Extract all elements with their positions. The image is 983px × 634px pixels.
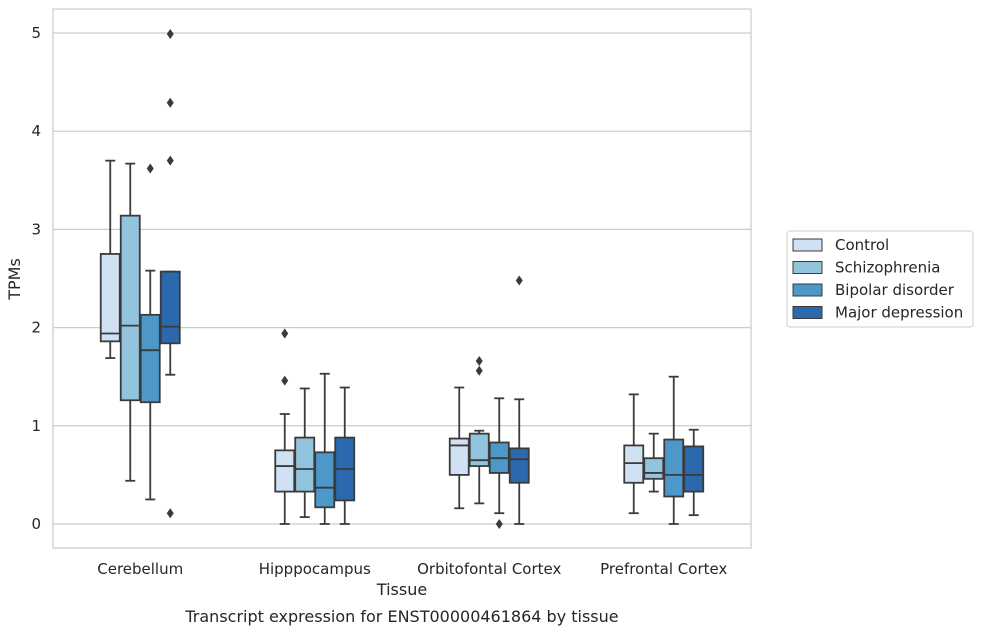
- y-tick-label: 4: [31, 122, 41, 140]
- x-axis-label: Tissue: [376, 580, 427, 599]
- outlier-point: [515, 275, 523, 286]
- legend-label: Bipolar disorder: [835, 281, 955, 299]
- outlier-point: [281, 375, 289, 386]
- box-1-1: [294, 387, 316, 519]
- y-tick-label: 2: [31, 319, 41, 337]
- x-tick-label: Orbitofontal Cortex: [417, 560, 561, 578]
- box-3-2: [508, 275, 530, 525]
- box-body: [468, 432, 490, 467]
- x-tick-labels: Cerebellum Hipppocampus Orbitofontal Corte…: [97, 560, 727, 578]
- y-tick-label: 0: [31, 515, 41, 533]
- chart-caption: Transcript expression for ENST0000046186…: [184, 607, 618, 626]
- x-tick-label: Cerebellum: [97, 560, 183, 578]
- y-tick-label: 3: [31, 220, 41, 238]
- box-body: [623, 444, 645, 484]
- box-body: [683, 445, 705, 493]
- outlier-point: [166, 97, 174, 108]
- box-2-0: [139, 163, 161, 501]
- x-tick-label: Hipppocampus: [259, 560, 371, 578]
- outlier-point: [475, 355, 483, 366]
- outlier-point: [166, 28, 174, 39]
- box-2-1: [314, 372, 336, 525]
- box-1-0: [119, 162, 141, 482]
- box-0-3: [623, 393, 645, 515]
- box-body: [314, 451, 336, 509]
- y-tick-label: 1: [31, 417, 41, 435]
- legend-swatch: [792, 283, 823, 297]
- legend-frame: [786, 230, 974, 328]
- y-axis-label: TPMs: [5, 258, 24, 301]
- box-0-1: [274, 328, 296, 525]
- box-body: [508, 447, 530, 484]
- box-body: [99, 253, 121, 343]
- box-body: [663, 438, 685, 498]
- box-body: [294, 436, 316, 493]
- outlier-point: [475, 365, 483, 376]
- outlier-point: [166, 155, 174, 166]
- outlier-point: [495, 519, 503, 529]
- y-tick-label: 5: [31, 24, 41, 42]
- box-3-1: [334, 386, 356, 525]
- box-body: [139, 313, 161, 404]
- box-body: [159, 270, 181, 345]
- gridlines: [53, 32, 751, 525]
- legend-label: Schizophrenia: [835, 259, 940, 277]
- box-3-0: [159, 28, 181, 519]
- outlier-point: [146, 163, 154, 174]
- box-body: [274, 449, 296, 493]
- legend-swatch: [792, 306, 823, 319]
- outlier-point: [281, 328, 289, 339]
- legend-swatch: [792, 238, 823, 252]
- box-body: [119, 214, 141, 402]
- legend-label: Major depression: [835, 304, 963, 322]
- box-2-3: [663, 375, 685, 525]
- box-1-2: [468, 355, 490, 505]
- legend-swatch: [792, 261, 823, 274]
- x-tick-label: Prefrontal Cortex: [600, 560, 727, 578]
- box-0-2: [448, 386, 470, 510]
- box-3-3: [683, 428, 705, 517]
- plot-frame: [52, 8, 752, 549]
- y-tick-labels: 0 1 2 3 4 5: [31, 24, 41, 533]
- legend: Control Schizophrenia Bipolar disorder Majo…: [786, 230, 974, 328]
- box-1-3: [643, 432, 665, 493]
- legend-label: Control: [835, 236, 889, 254]
- box-body: [643, 457, 665, 480]
- box-body: [448, 437, 470, 476]
- boxes: [99, 28, 705, 529]
- box-2-2: [488, 397, 510, 529]
- box-0-0: [99, 159, 121, 359]
- outlier-point: [166, 508, 174, 519]
